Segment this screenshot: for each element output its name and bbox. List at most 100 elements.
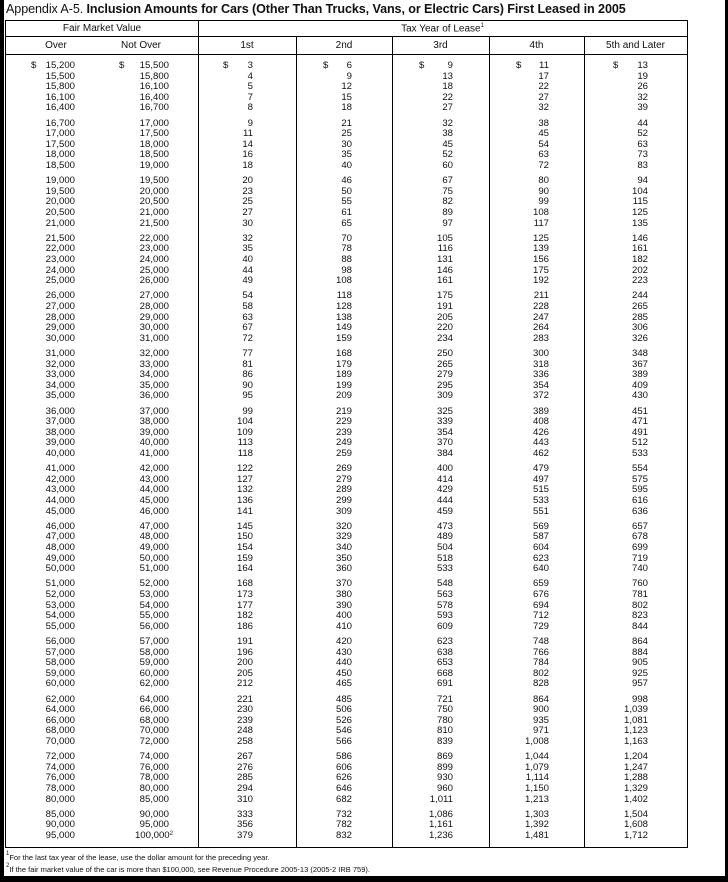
cell-value: 138 [335,311,352,323]
cell-year-3: 97 [393,218,453,229]
cell-year-1: 63 [193,312,253,323]
cell-value: 135 [631,217,648,229]
cell-over: 17,000 [15,129,75,139]
cell-year-5-later: 699 [588,543,648,553]
cell-value: 59,000 [45,667,75,679]
cell-value: 31,000 [139,332,169,344]
col-header-1st: 1st [240,40,254,51]
cell-value: 95 [242,390,253,402]
cell-value: 748 [532,636,549,647]
cell-over: 54,000 [15,611,75,621]
cell-value: 39,000 [45,437,75,449]
cell-value: 267 [236,751,253,763]
cell-year-5-later: 63 [588,138,648,150]
cell-year-2: 506 [292,705,352,715]
cell-over: 43,000 [15,485,75,495]
cell-value: 90,000 [139,808,169,820]
cell-value: 310 [236,793,253,805]
cell-value: 563 [436,589,453,600]
cell-over: 90,000 [15,820,75,830]
cell-value: 42,000 [139,463,169,475]
cell-value: 19,500 [139,175,169,187]
cell-value: 189 [335,369,352,381]
cell-value: 154 [236,542,253,553]
cell-year-3: 518 [393,553,453,564]
cell-value: 384 [436,448,453,459]
cell-year-4: 659 [489,579,549,589]
cell-value: 54 [242,290,253,302]
cell-year-3: 533 [393,564,453,574]
cell-value: 109 [236,426,253,438]
cell-not-over: 21,000 [109,208,169,218]
cell-value: 54 [538,138,549,150]
cell-value: 354 [532,379,549,391]
cell-year-4: 864 [489,694,549,705]
cell-year-2: 420 [292,637,352,647]
header-tax-year-of-lease: Tax Year of Lease1 [198,23,687,34]
cell-value: 372 [532,390,549,402]
cell-year-4: 11 [489,61,549,71]
cell-over: 85,000 [15,809,75,820]
cell-value: 159 [236,552,253,564]
cell-year-3: 444 [393,496,453,506]
cell-value: 258 [236,736,253,747]
cell-over: 25,000 [15,276,75,286]
cell-year-3: 459 [393,506,453,517]
cell-year-1: 136 [193,496,253,506]
cell-year-2: 108 [292,276,352,286]
column-divider [489,36,490,847]
cell-value: 22,000 [45,243,75,255]
cell-value: 63 [637,138,648,150]
cell-value: 1,204 [623,751,648,763]
cell-year-3: 22 [393,92,453,103]
cell-value: 182 [236,610,253,622]
cell-year-5-later: 678 [588,532,648,542]
cell-value: 82 [442,196,453,208]
cell-year-1: 200 [193,658,253,668]
cell-value: 49,000 [139,542,169,553]
cell-year-2: 50 [292,186,352,197]
cell-value: 279 [436,369,453,381]
cell-value: 118 [336,290,352,302]
cell-year-5-later: 94 [588,176,648,186]
cell-year-2: 229 [292,417,352,427]
cell-year-1: 90 [193,380,253,391]
cell-not-over: 85,000 [109,794,169,805]
cell-year-5-later: 44 [588,118,648,129]
cell-year-4: 228 [489,302,549,312]
cell-not-over: 22,000 [109,233,169,244]
cell-value: 212 [236,678,253,690]
cell-value: 533 [631,448,648,459]
cell-value: 566 [335,736,352,747]
cell-year-3: 370 [393,438,453,448]
cell-value: 1,392 [524,819,549,831]
cell-over: 47,000 [15,532,75,542]
cell-year-1: 186 [193,621,253,632]
cell-value: 57,000 [139,636,169,647]
cell-year-3: 250 [393,349,453,359]
cell-value: 623 [436,636,453,647]
cell-not-over: 66,000 [109,705,169,715]
cell-year-2: 606 [292,762,352,773]
cell-value: 115 [632,196,648,208]
page-border-right [725,0,728,882]
cell-year-2: 46 [292,176,352,186]
cell-value: 15,800 [45,81,75,93]
cell-not-over: 44,000 [109,485,169,495]
cell-year-1: 356 [193,820,253,830]
cell-year-2: 320 [292,521,352,532]
cell-year-5-later: 957 [588,679,648,689]
cell-value: 67 [242,322,253,334]
cell-year-4: 729 [489,621,549,632]
cell-year-4: 694 [489,600,549,611]
cell-over: 59,000 [15,667,75,679]
cell-value: 497 [532,473,549,485]
cell-year-5-later: 32 [588,92,648,103]
cell-over: 18,000 [15,150,75,160]
cell-value: 44 [242,264,253,276]
cell-value: 58 [242,301,253,312]
cell-year-5-later: 1,288 [588,773,648,783]
cell-year-2: 485 [292,694,352,705]
cell-over: 16,700 [15,118,75,129]
cell-year-3: 899 [393,762,453,773]
